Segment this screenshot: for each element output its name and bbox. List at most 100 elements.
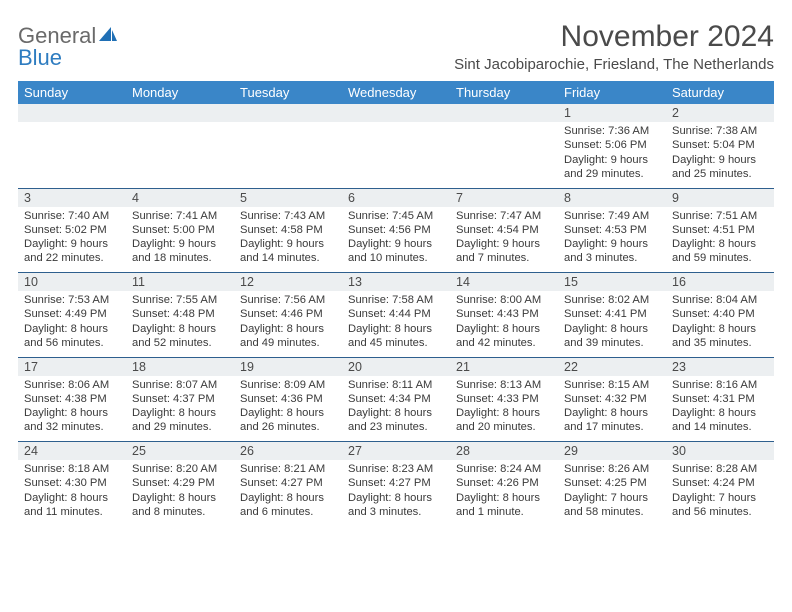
- day-number-cell: 18: [126, 357, 234, 376]
- day-detail-cell: Sunrise: 7:36 AMSunset: 5:06 PMDaylight:…: [558, 122, 666, 188]
- day-detail-cell: Sunrise: 8:11 AMSunset: 4:34 PMDaylight:…: [342, 376, 450, 442]
- day-number-row: 3456789: [18, 188, 774, 207]
- day-number-cell: [126, 104, 234, 122]
- logo: GeneralBlue: [18, 20, 118, 69]
- day-number-row: 10111213141516: [18, 273, 774, 292]
- day-number-cell: 13: [342, 273, 450, 292]
- month-title: November 2024: [454, 20, 774, 54]
- day-header: Sunday: [18, 81, 126, 104]
- day-number-cell: 30: [666, 442, 774, 461]
- day-detail-cell: Sunrise: 8:21 AMSunset: 4:27 PMDaylight:…: [234, 460, 342, 526]
- day-number-cell: 7: [450, 188, 558, 207]
- header: GeneralBlue November 2024 Sint Jacobipar…: [18, 20, 774, 73]
- day-header: Saturday: [666, 81, 774, 104]
- day-number-cell: 23: [666, 357, 774, 376]
- day-detail-cell: Sunrise: 8:13 AMSunset: 4:33 PMDaylight:…: [450, 376, 558, 442]
- day-detail-cell: Sunrise: 8:28 AMSunset: 4:24 PMDaylight:…: [666, 460, 774, 526]
- day-number-cell: 9: [666, 188, 774, 207]
- day-number-row: 17181920212223: [18, 357, 774, 376]
- day-detail-cell: Sunrise: 8:18 AMSunset: 4:30 PMDaylight:…: [18, 460, 126, 526]
- day-detail-cell: Sunrise: 8:16 AMSunset: 4:31 PMDaylight:…: [666, 376, 774, 442]
- day-detail-cell: Sunrise: 7:41 AMSunset: 5:00 PMDaylight:…: [126, 207, 234, 273]
- day-number-cell: 1: [558, 104, 666, 122]
- day-number-cell: 3: [18, 188, 126, 207]
- day-detail-cell: [342, 122, 450, 188]
- day-header: Friday: [558, 81, 666, 104]
- day-detail-cell: Sunrise: 8:06 AMSunset: 4:38 PMDaylight:…: [18, 376, 126, 442]
- day-detail-cell: Sunrise: 8:15 AMSunset: 4:32 PMDaylight:…: [558, 376, 666, 442]
- day-number-cell: 26: [234, 442, 342, 461]
- day-detail-cell: Sunrise: 7:51 AMSunset: 4:51 PMDaylight:…: [666, 207, 774, 273]
- calendar-page: GeneralBlue November 2024 Sint Jacobipar…: [0, 0, 792, 536]
- day-detail-row: Sunrise: 7:40 AMSunset: 5:02 PMDaylight:…: [18, 207, 774, 273]
- title-block: November 2024 Sint Jacobiparochie, Fries…: [454, 20, 774, 73]
- day-detail-cell: Sunrise: 7:43 AMSunset: 4:58 PMDaylight:…: [234, 207, 342, 273]
- day-header: Monday: [126, 81, 234, 104]
- day-number-cell: 19: [234, 357, 342, 376]
- day-number-cell: 8: [558, 188, 666, 207]
- calendar-body: 12Sunrise: 7:36 AMSunset: 5:06 PMDayligh…: [18, 104, 774, 526]
- logo-text: GeneralBlue: [18, 26, 118, 69]
- day-detail-cell: Sunrise: 7:40 AMSunset: 5:02 PMDaylight:…: [18, 207, 126, 273]
- day-detail-cell: Sunrise: 7:56 AMSunset: 4:46 PMDaylight:…: [234, 291, 342, 357]
- day-detail-cell: Sunrise: 7:55 AMSunset: 4:48 PMDaylight:…: [126, 291, 234, 357]
- day-detail-row: Sunrise: 7:36 AMSunset: 5:06 PMDaylight:…: [18, 122, 774, 188]
- logo-sail-icon: [98, 26, 118, 48]
- day-detail-row: Sunrise: 8:18 AMSunset: 4:30 PMDaylight:…: [18, 460, 774, 526]
- day-number-cell: 14: [450, 273, 558, 292]
- calendar-head: SundayMondayTuesdayWednesdayThursdayFrid…: [18, 81, 774, 104]
- day-detail-cell: Sunrise: 8:00 AMSunset: 4:43 PMDaylight:…: [450, 291, 558, 357]
- day-detail-cell: Sunrise: 7:47 AMSunset: 4:54 PMDaylight:…: [450, 207, 558, 273]
- day-detail-cell: [126, 122, 234, 188]
- day-number-cell: 17: [18, 357, 126, 376]
- day-number-cell: 29: [558, 442, 666, 461]
- calendar-table: SundayMondayTuesdayWednesdayThursdayFrid…: [18, 81, 774, 526]
- day-number-row: 12: [18, 104, 774, 122]
- day-number-row: 24252627282930: [18, 442, 774, 461]
- day-number-cell: 10: [18, 273, 126, 292]
- day-detail-cell: Sunrise: 7:38 AMSunset: 5:04 PMDaylight:…: [666, 122, 774, 188]
- day-number-cell: 4: [126, 188, 234, 207]
- day-detail-cell: Sunrise: 7:45 AMSunset: 4:56 PMDaylight:…: [342, 207, 450, 273]
- day-detail-cell: Sunrise: 8:09 AMSunset: 4:36 PMDaylight:…: [234, 376, 342, 442]
- day-number-cell: 2: [666, 104, 774, 122]
- logo-part2: Blue: [18, 45, 62, 70]
- day-number-cell: 21: [450, 357, 558, 376]
- day-number-cell: [450, 104, 558, 122]
- day-detail-cell: Sunrise: 8:02 AMSunset: 4:41 PMDaylight:…: [558, 291, 666, 357]
- day-detail-cell: Sunrise: 8:23 AMSunset: 4:27 PMDaylight:…: [342, 460, 450, 526]
- day-detail-row: Sunrise: 7:53 AMSunset: 4:49 PMDaylight:…: [18, 291, 774, 357]
- day-detail-row: Sunrise: 8:06 AMSunset: 4:38 PMDaylight:…: [18, 376, 774, 442]
- day-number-cell: 16: [666, 273, 774, 292]
- day-detail-cell: [450, 122, 558, 188]
- day-number-cell: 27: [342, 442, 450, 461]
- day-detail-cell: Sunrise: 8:04 AMSunset: 4:40 PMDaylight:…: [666, 291, 774, 357]
- day-number-cell: 20: [342, 357, 450, 376]
- day-detail-cell: Sunrise: 8:07 AMSunset: 4:37 PMDaylight:…: [126, 376, 234, 442]
- day-number-cell: [234, 104, 342, 122]
- day-number-cell: 25: [126, 442, 234, 461]
- day-detail-cell: Sunrise: 7:53 AMSunset: 4:49 PMDaylight:…: [18, 291, 126, 357]
- day-number-cell: 11: [126, 273, 234, 292]
- day-number-cell: 12: [234, 273, 342, 292]
- day-detail-cell: Sunrise: 7:49 AMSunset: 4:53 PMDaylight:…: [558, 207, 666, 273]
- day-number-cell: 6: [342, 188, 450, 207]
- day-number-cell: 22: [558, 357, 666, 376]
- day-number-cell: [342, 104, 450, 122]
- location: Sint Jacobiparochie, Friesland, The Neth…: [454, 56, 774, 73]
- day-number-cell: 15: [558, 273, 666, 292]
- day-detail-cell: [234, 122, 342, 188]
- day-header: Tuesday: [234, 81, 342, 104]
- day-detail-cell: Sunrise: 8:26 AMSunset: 4:25 PMDaylight:…: [558, 460, 666, 526]
- day-number-cell: 24: [18, 442, 126, 461]
- day-header: Wednesday: [342, 81, 450, 104]
- day-detail-cell: Sunrise: 8:20 AMSunset: 4:29 PMDaylight:…: [126, 460, 234, 526]
- day-detail-cell: [18, 122, 126, 188]
- day-detail-cell: Sunrise: 7:58 AMSunset: 4:44 PMDaylight:…: [342, 291, 450, 357]
- day-header: Thursday: [450, 81, 558, 104]
- day-number-cell: 5: [234, 188, 342, 207]
- day-detail-cell: Sunrise: 8:24 AMSunset: 4:26 PMDaylight:…: [450, 460, 558, 526]
- day-number-cell: 28: [450, 442, 558, 461]
- day-header-row: SundayMondayTuesdayWednesdayThursdayFrid…: [18, 81, 774, 104]
- day-number-cell: [18, 104, 126, 122]
